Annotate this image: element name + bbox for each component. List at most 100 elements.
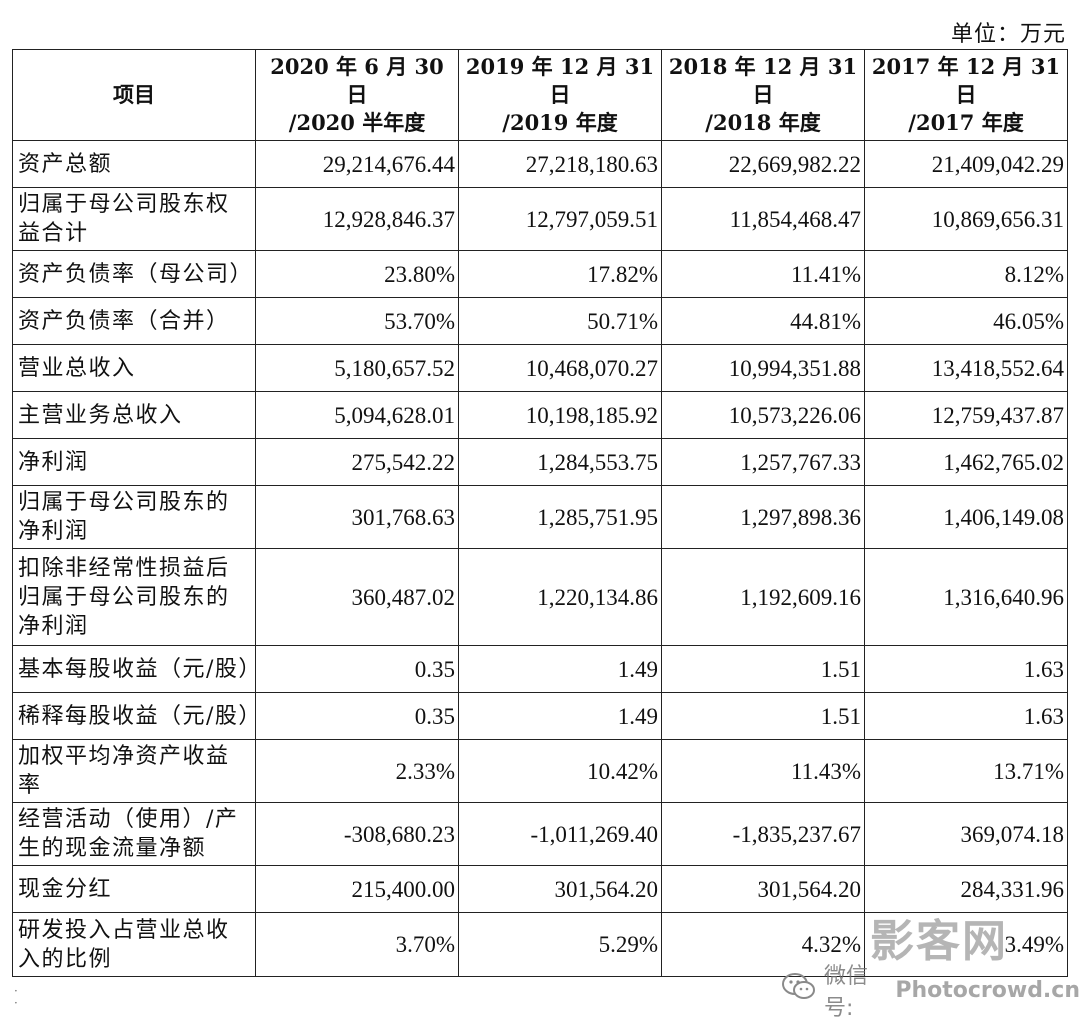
cell-2018: 1,192,609.16 xyxy=(661,548,865,646)
table-header-row: 项目 2020 年 6 月 30 日/2020 半年度 2019 年 12 月 … xyxy=(12,49,1068,141)
cell-2020: 12,928,846.37 xyxy=(255,187,459,251)
cell-2020: 2.33% xyxy=(255,739,459,803)
row-label: 营业总收入 xyxy=(12,344,256,392)
cell-2020: 53.70% xyxy=(255,297,459,345)
cell-2018: 44.81% xyxy=(661,297,865,345)
table-row: 研发投入占营业总收入的比例 3.70% 5.29% 4.32% 3.49% xyxy=(12,912,1068,977)
cell-2019: 12,797,059.51 xyxy=(458,187,662,251)
cell-2018: 1,257,767.33 xyxy=(661,438,865,486)
cell-2018: 301,564.20 xyxy=(661,865,865,913)
row-label: 净利润 xyxy=(12,438,256,486)
row-label: 研发投入占营业总收入的比例 xyxy=(12,912,256,977)
table-row: 归属于母公司股东权益合计 12,928,846.37 12,797,059.51… xyxy=(12,187,1068,251)
cell-2017: 1.63 xyxy=(864,692,1068,740)
cell-2019: 1.49 xyxy=(458,645,662,693)
cell-2019: 10,198,185.92 xyxy=(458,391,662,439)
cell-2020: 29,214,676.44 xyxy=(255,140,459,188)
cell-2019: 1,220,134.86 xyxy=(458,548,662,646)
header-item: 项目 xyxy=(12,49,256,141)
cell-2019: 10.42% xyxy=(458,739,662,803)
unit-label: 单位：万元 xyxy=(950,22,1066,47)
row-label: 经营活动（使用）/产生的现金流量净额 xyxy=(12,802,256,866)
site-watermark: Photocrowd.cn xyxy=(895,977,1080,1003)
cell-2017: 1,406,149.08 xyxy=(864,485,1068,549)
cell-2019: 5.29% xyxy=(458,912,662,977)
cell-2017: 1,316,640.96 xyxy=(864,548,1068,646)
row-label: 稀释每股收益（元/股） xyxy=(12,692,260,740)
row-label: 现金分红 xyxy=(12,865,256,913)
row-label: 归属于母公司股东的净利润 xyxy=(12,485,256,549)
table-row: 基本每股收益（元/股） 0.35 1.49 1.51 1.63 xyxy=(12,645,1068,693)
row-label: 扣除非经常性损益后归属于母公司股东的净利润 xyxy=(12,548,256,646)
cell-2017: 10,869,656.31 xyxy=(864,187,1068,251)
cell-2020: 0.35 xyxy=(255,692,459,740)
cell-2018: 10,994,351.88 xyxy=(661,344,865,392)
cell-2019: -1,011,269.40 xyxy=(458,802,662,866)
cell-2020: 5,180,657.52 xyxy=(255,344,459,392)
table-row: 归属于母公司股东的净利润 301,768.63 1,285,751.95 1,2… xyxy=(12,485,1068,549)
row-label: 主营业务总收入 xyxy=(12,391,256,439)
table-row: 净利润 275,542.22 1,284,553.75 1,257,767.33… xyxy=(12,438,1068,486)
cell-2018: 11.43% xyxy=(661,739,865,803)
cell-2017: 1,462,765.02 xyxy=(864,438,1068,486)
cell-2019: 50.71% xyxy=(458,297,662,345)
cell-2017: 3.49% xyxy=(864,912,1068,977)
row-label: 资产总额 xyxy=(12,140,256,188)
table-row: 资产负债率（母公司） 23.80% 17.82% 11.41% 8.12% xyxy=(12,250,1068,298)
table-row: 扣除非经常性损益后归属于母公司股东的净利润 360,487.02 1,220,1… xyxy=(12,548,1068,646)
cell-2020: 23.80% xyxy=(255,250,459,298)
cell-2018: 1.51 xyxy=(661,645,865,693)
cell-2020: 301,768.63 xyxy=(255,485,459,549)
cell-2019: 301,564.20 xyxy=(458,865,662,913)
cell-2017: 13,418,552.64 xyxy=(864,344,1068,392)
row-label: 资产负债率（合并） xyxy=(12,297,256,345)
cell-2020: 215,400.00 xyxy=(255,865,459,913)
wechat-icon xyxy=(782,972,816,1008)
table-row: 稀释每股收益（元/股） 0.35 1.49 1.51 1.63 xyxy=(12,692,1068,740)
wechat-label: 微信号: xyxy=(824,964,869,1021)
row-label: 基本每股收益（元/股） xyxy=(12,645,260,693)
cell-2019: 27,218,180.63 xyxy=(458,140,662,188)
row-label: 资产负债率（母公司） xyxy=(12,250,256,298)
cell-2020: 275,542.22 xyxy=(255,438,459,486)
cell-2019: 1.49 xyxy=(458,692,662,740)
cell-2017: 8.12% xyxy=(864,250,1068,298)
table-row: 营业总收入 5,180,657.52 10,468,070.27 10,994,… xyxy=(12,344,1068,392)
cell-2020: 5,094,628.01 xyxy=(255,391,459,439)
cell-2018: 22,669,982.22 xyxy=(661,140,865,188)
cell-2018: 11,854,468.47 xyxy=(661,187,865,251)
cell-2017: 12,759,437.87 xyxy=(864,391,1068,439)
cell-2018: 11.41% xyxy=(661,250,865,298)
cell-2018: 1,297,898.36 xyxy=(661,485,865,549)
row-label: 加权平均净资产收益率 xyxy=(12,739,256,803)
cell-2019: 1,285,751.95 xyxy=(458,485,662,549)
table-row: 资产总额 29,214,676.44 27,218,180.63 22,669,… xyxy=(12,140,1068,188)
header-2020: 2020 年 6 月 30 日/2020 半年度 xyxy=(255,49,459,141)
table-row: 经营活动（使用）/产生的现金流量净额 -308,680.23 -1,011,26… xyxy=(12,802,1068,866)
row-label: 归属于母公司股东权益合计 xyxy=(12,187,256,251)
header-2018: 2018 年 12 月 31 日/2018 年度 xyxy=(661,49,865,141)
cell-2020: 360,487.02 xyxy=(255,548,459,646)
table-row: 资产负债率（合并） 53.70% 50.71% 44.81% 46.05% xyxy=(12,297,1068,345)
cell-2017: 13.71% xyxy=(864,739,1068,803)
margin-dots: · · xyxy=(14,984,18,1010)
header-2019: 2019 年 12 月 31 日/2019 年度 xyxy=(458,49,662,141)
cell-2019: 10,468,070.27 xyxy=(458,344,662,392)
cell-2019: 17.82% xyxy=(458,250,662,298)
cell-2018: 10,573,226.06 xyxy=(661,391,865,439)
cell-2018: -1,835,237.67 xyxy=(661,802,865,866)
cell-2020: 0.35 xyxy=(255,645,459,693)
cell-2017: 46.05% xyxy=(864,297,1068,345)
header-2017: 2017 年 12 月 31 日/2017 年度 xyxy=(864,49,1068,141)
table-row: 加权平均净资产收益率 2.33% 10.42% 11.43% 13.71% xyxy=(12,739,1068,803)
cell-2019: 1,284,553.75 xyxy=(458,438,662,486)
table-row: 主营业务总收入 5,094,628.01 10,198,185.92 10,57… xyxy=(12,391,1068,439)
cell-2020: -308,680.23 xyxy=(255,802,459,866)
cell-2018: 4.32% xyxy=(661,912,865,977)
cell-2017: 21,409,042.29 xyxy=(864,140,1068,188)
cell-2018: 1.51 xyxy=(661,692,865,740)
cell-2020: 3.70% xyxy=(255,912,459,977)
wechat-watermark: 微信号: Photocrowd.cn xyxy=(782,958,1080,1022)
cell-2017: 1.63 xyxy=(864,645,1068,693)
brand-watermark: 影客网 xyxy=(870,916,1008,967)
